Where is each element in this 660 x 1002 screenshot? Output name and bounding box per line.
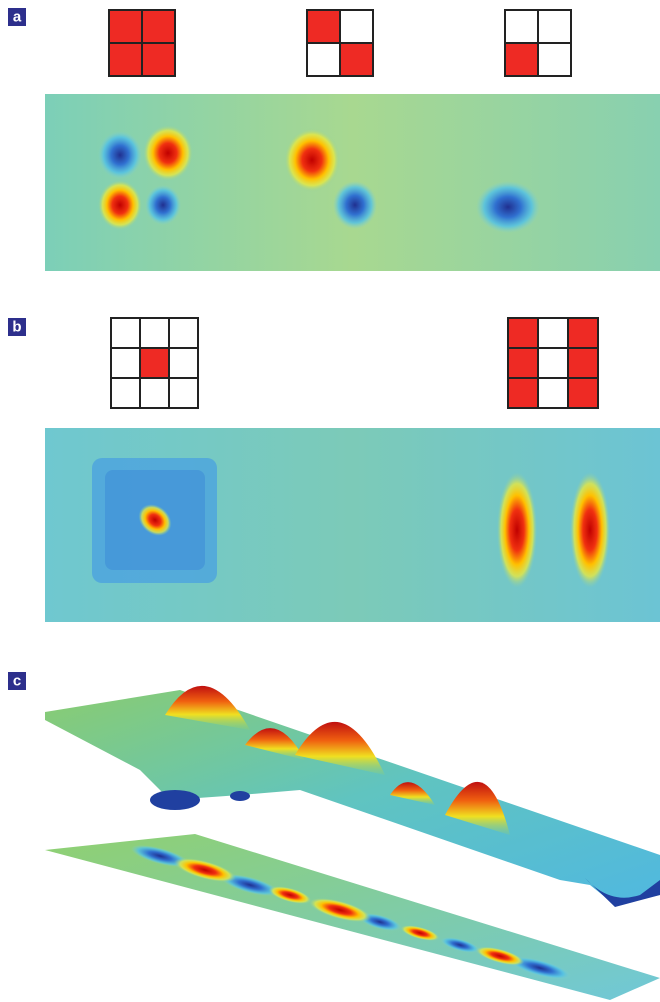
pattern-grid (111, 318, 198, 408)
panel-b: b (8, 318, 660, 622)
pattern-grid (307, 10, 373, 76)
pattern-grid (508, 318, 598, 408)
figure: a b c (0, 0, 660, 1002)
pattern-grid (109, 10, 175, 76)
panel-label: a (13, 9, 22, 26)
panel-label: b (12, 319, 21, 336)
heatmap (45, 428, 660, 622)
panel-a: a (8, 8, 660, 271)
pattern-grid (505, 10, 571, 76)
panel-label: c (13, 673, 21, 690)
heatmap (45, 94, 660, 271)
panel-c: c (8, 672, 660, 1000)
